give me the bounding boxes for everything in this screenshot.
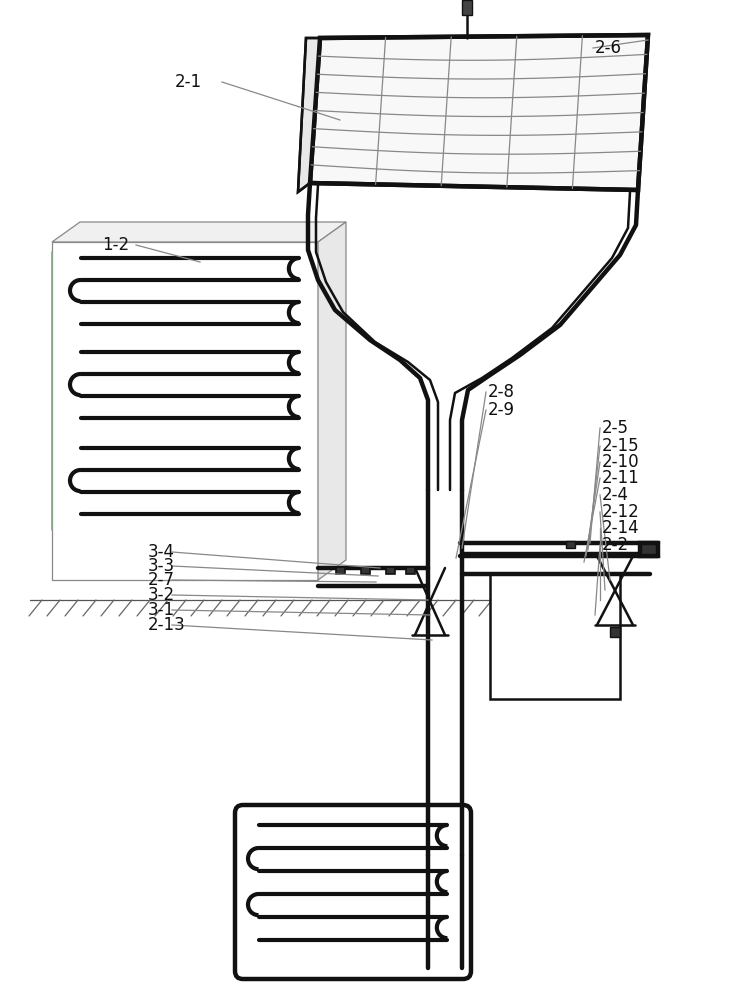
Text: 2-6: 2-6 (595, 39, 622, 57)
Bar (361, 567, 370, 574)
Text: 2-2: 2-2 (602, 536, 629, 554)
Bar (566, 541, 575, 548)
Polygon shape (298, 38, 320, 192)
Bar (610, 627, 620, 637)
Text: 3-2: 3-2 (148, 586, 175, 604)
Text: 2-14: 2-14 (602, 519, 640, 537)
Text: 2-13: 2-13 (148, 616, 186, 634)
Polygon shape (52, 242, 318, 580)
Bar (406, 567, 415, 574)
Polygon shape (52, 222, 346, 242)
Text: 2-4: 2-4 (602, 486, 629, 504)
Text: 2-7: 2-7 (148, 571, 175, 589)
Polygon shape (318, 222, 346, 580)
Bar (490, 574, 620, 699)
Text: 3-4: 3-4 (148, 543, 175, 561)
FancyBboxPatch shape (235, 805, 471, 979)
Text: 2-10: 2-10 (602, 453, 640, 471)
Text: 2-9: 2-9 (488, 401, 515, 419)
Text: 2-5: 2-5 (602, 419, 629, 437)
Bar (462, 0, 472, 15)
Polygon shape (310, 35, 648, 190)
Bar (336, 567, 345, 574)
Text: 1-2: 1-2 (102, 236, 129, 254)
Text: 2-8: 2-8 (488, 383, 515, 401)
Text: 2-15: 2-15 (602, 437, 640, 455)
Polygon shape (640, 543, 658, 556)
Text: 2-12: 2-12 (602, 503, 640, 521)
Bar (386, 567, 395, 574)
Text: 2-11: 2-11 (602, 469, 640, 487)
Text: 3-1: 3-1 (148, 601, 175, 619)
Text: 3-3: 3-3 (148, 557, 175, 575)
Text: 2-1: 2-1 (175, 73, 202, 91)
